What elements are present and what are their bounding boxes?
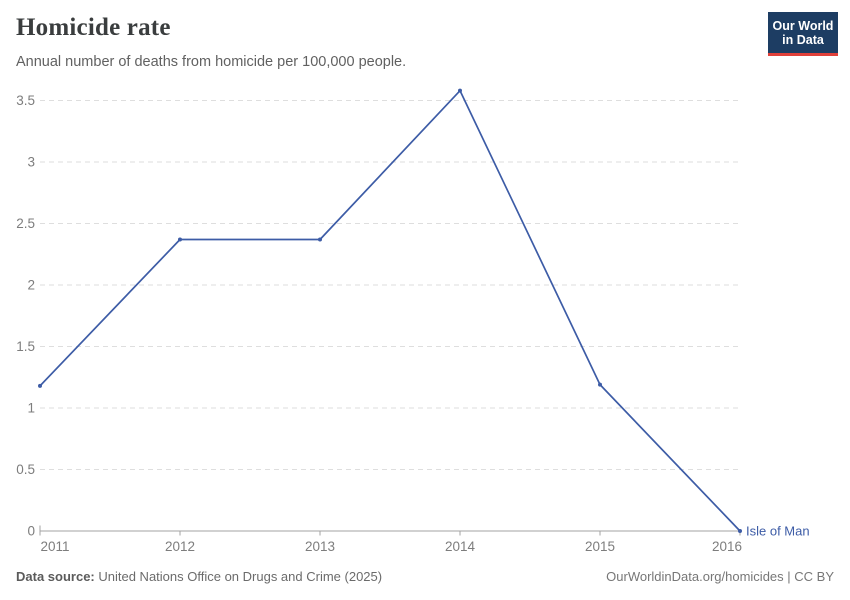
y-tick-label: 0 (27, 524, 35, 539)
trend-line (39, 89, 741, 532)
x-axis (39, 525, 741, 536)
chart-footer: Data source: United Nations Office on Dr… (16, 569, 834, 584)
x-tick-label: 2014 (445, 539, 476, 554)
data-point (38, 383, 42, 388)
data-point (598, 382, 602, 387)
data-point (178, 237, 182, 242)
y-gridlines (40, 100, 740, 470)
y-tick-label: 1 (27, 401, 35, 416)
x-tick-label: 2013 (305, 539, 335, 554)
y-tick-label: 2.5 (16, 216, 35, 231)
data-source: Data source: United Nations Office on Dr… (16, 569, 382, 584)
owid-logo[interactable]: Our World in Data (768, 12, 838, 56)
page-title: Homicide rate (16, 14, 171, 41)
data-point (318, 237, 322, 242)
x-tick-labels: 2011 2012 2013 2014 2015 2016 (40, 539, 742, 554)
y-tick-label: 0.5 (16, 462, 35, 477)
data-point (738, 529, 742, 533)
data-source-text: United Nations Office on Drugs and Crime… (94, 569, 383, 584)
x-tick-label: 2012 (165, 539, 195, 554)
y-tick-label: 2 (27, 278, 35, 293)
x-tick-label: 2011 (40, 539, 69, 554)
y-tick-label: 3.5 (16, 93, 35, 108)
data-source-label: Data source: (16, 569, 95, 584)
x-tick-label: 2015 (585, 539, 615, 554)
series-isle-of-man: Isle of Man (38, 88, 810, 539)
owid-logo-line1: Our World (772, 19, 834, 33)
owid-logo-line2: in Data (782, 33, 824, 48)
y-tick-label: 1.5 (16, 339, 35, 354)
y-tick-labels: 0 0.5 1 1.5 2 2.5 3 3.5 (16, 93, 35, 539)
entity-label[interactable]: Isle of Man (746, 524, 810, 539)
data-point (458, 88, 462, 93)
y-tick-label: 3 (27, 155, 35, 170)
x-tick-label: 2016 (712, 539, 742, 554)
chart-subtitle: Annual number of deaths from homicide pe… (16, 54, 407, 70)
credit-link[interactable]: OurWorldinData.org/homicides | CC BY (606, 569, 834, 584)
